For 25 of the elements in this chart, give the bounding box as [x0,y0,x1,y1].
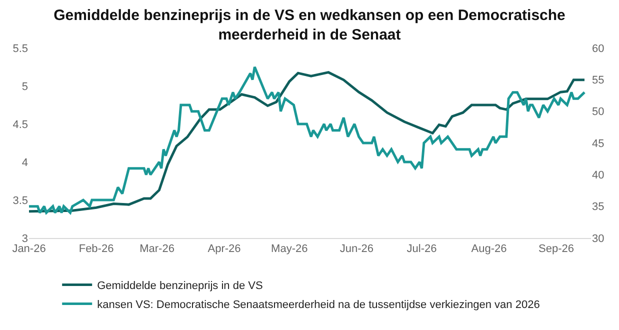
x-tick-label: Aug-26 [471,243,507,256]
y2-tick-label: 55 [592,74,604,87]
y2-tick-label: 50 [592,106,604,118]
x-tick-label: Apr-26 [208,243,241,256]
y-tick-label: 3.5 [12,194,28,207]
x-tick-label: Jun-26 [340,243,374,256]
x-tick-label: Sep-26 [538,243,574,256]
y-tick-label: 4.5 [12,118,28,131]
y-tick-label: 5 [22,80,28,93]
x-tick-label: Feb-26 [78,243,114,256]
y-tick-label: 3 [22,232,28,245]
chart-title: Gemiddelde benzineprijs in de VS en wedkansen op een Democratische meerderheid in de Senaat [54,6,566,44]
y2-tick-label: 60 [592,42,604,55]
y2-tick-label: 35 [592,201,604,214]
x-tick-label: Jul-26 [406,243,437,256]
x-tick-label: May-26 [271,243,308,256]
legend-label: Gemiddelde benzineprijs in de VS [97,280,263,292]
y2-tick-label: 40 [592,170,604,182]
y-tick-label: 4 [22,156,28,169]
x-tick-label: Mar-26 [140,243,174,256]
y2-tick-label: 30 [592,232,604,245]
x-tick-label: Jan-26 [12,243,46,256]
legend-label: kansen VS: Democratische Senaatsmeerderheid na de tussentijdse verkiezingen van 2026 [97,299,540,312]
y-tick-label: 5.5 [12,42,28,55]
y2-tick-label: 45 [592,138,604,150]
